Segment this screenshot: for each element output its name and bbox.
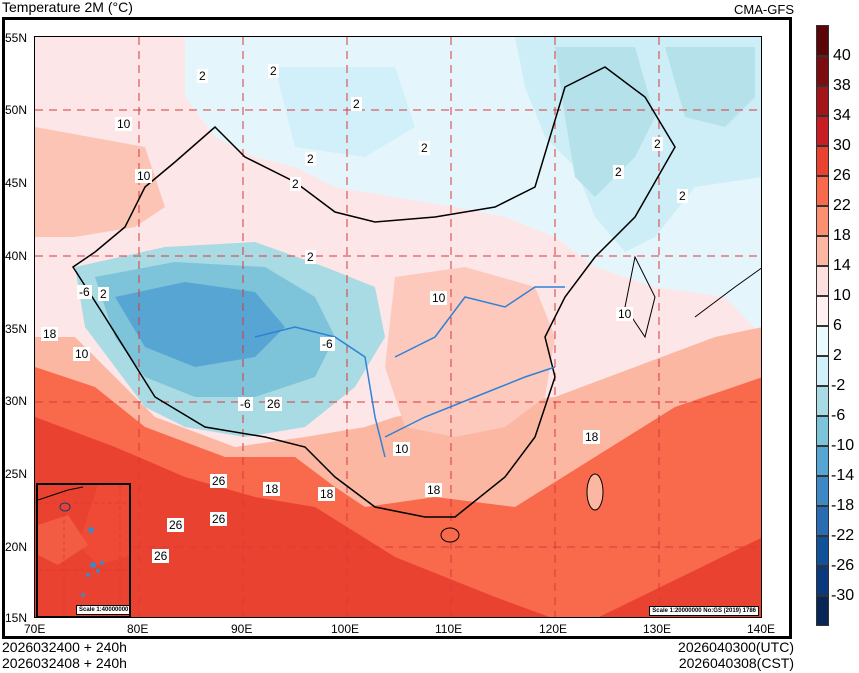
colorbar-segment bbox=[816, 386, 829, 416]
contour-label: 2 bbox=[197, 69, 208, 83]
inset-map: Scale 1:40000000 bbox=[36, 483, 131, 618]
colorbar-segment bbox=[816, 116, 829, 146]
scale-inset: Scale 1:40000000 bbox=[76, 605, 129, 615]
contour-label: 26 bbox=[265, 397, 283, 411]
colorbar-segment bbox=[816, 356, 829, 386]
contour-label: 18 bbox=[583, 430, 601, 444]
contour-label: 26 bbox=[210, 512, 228, 526]
colorbar-segment bbox=[816, 596, 829, 626]
colorbar-label: 22 bbox=[833, 197, 851, 214]
colorbar-segment bbox=[816, 476, 829, 506]
colorbar-segment bbox=[816, 56, 829, 86]
lat-label: 25N bbox=[5, 467, 28, 481]
contour-label: 2 bbox=[351, 97, 362, 111]
colorbar-label: -30 bbox=[831, 587, 855, 604]
init-time-cst: 2026032408 + 240h bbox=[2, 655, 127, 671]
contour-label: 10 bbox=[135, 169, 153, 183]
colorbar-label: 6 bbox=[833, 317, 842, 334]
lat-label: 35N bbox=[5, 322, 28, 336]
lat-label: 40N bbox=[5, 249, 28, 263]
colorbar-segment bbox=[816, 176, 829, 206]
colorbar-label: 34 bbox=[833, 107, 851, 124]
valid-time-cst: 2026040308(CST) bbox=[678, 655, 794, 671]
colorbar-segment bbox=[816, 236, 829, 266]
colorbar-segment bbox=[816, 146, 829, 176]
contour-label: 10 bbox=[616, 307, 634, 321]
contour-label: 2 bbox=[290, 177, 301, 191]
lat-label: 45N bbox=[5, 176, 28, 190]
contour-label: 2 bbox=[677, 189, 688, 203]
contour-label: 2 bbox=[613, 165, 624, 179]
colorbar-segment bbox=[816, 25, 829, 56]
inset-shading bbox=[38, 485, 129, 616]
model-name: CMA-GFS bbox=[734, 2, 794, 17]
colorbar-segment bbox=[816, 266, 829, 296]
contour-label: 2 bbox=[268, 64, 279, 78]
lat-label: 15N bbox=[5, 611, 28, 625]
lat-label: 55N bbox=[5, 31, 28, 45]
scale-main: Scale 1:20000000 No:GS (2019) 1786 bbox=[649, 606, 759, 616]
lon-label: 90E bbox=[231, 622, 253, 636]
colorbar-segment bbox=[816, 446, 829, 476]
colorbar-segment bbox=[816, 416, 829, 446]
lat-label: 30N bbox=[5, 394, 28, 408]
lat-label: 20N bbox=[5, 540, 28, 554]
lon-label: 120E bbox=[539, 622, 568, 636]
colorbar-label: -6 bbox=[831, 407, 846, 424]
contour-label: 18 bbox=[318, 487, 336, 501]
colorbar-segment bbox=[816, 206, 829, 236]
colorbar-label: 14 bbox=[833, 257, 851, 274]
contour-label: 18 bbox=[263, 482, 281, 496]
colorbar-label: 38 bbox=[833, 77, 851, 94]
contour-label: 18 bbox=[41, 327, 59, 341]
lat-label: 50N bbox=[5, 103, 28, 117]
lon-label: 110E bbox=[435, 622, 463, 636]
lon-label: 80E bbox=[127, 622, 149, 636]
temperature-map: 2 2 2 2 2 2 2 2 2 2 10 10 10 10 10 10 -6… bbox=[34, 36, 762, 618]
lon-label: 70E bbox=[24, 622, 46, 636]
colorbar-label: 40 bbox=[833, 47, 851, 64]
contour-label: 2 bbox=[419, 141, 430, 155]
contour-label: -6 bbox=[238, 397, 253, 411]
colorbar-segment bbox=[816, 566, 829, 596]
colorbar-segment bbox=[816, 326, 829, 356]
valid-time-utc: 2026040300(UTC) bbox=[678, 639, 794, 655]
contour-label: 10 bbox=[115, 117, 133, 131]
contour-label: 10 bbox=[393, 442, 411, 456]
contour-label: 2 bbox=[652, 137, 663, 151]
colorbar-label: -10 bbox=[831, 437, 855, 454]
colorbar-label: 2 bbox=[833, 347, 842, 364]
colorbar-label: 10 bbox=[833, 287, 851, 304]
colorbar-label: 30 bbox=[833, 137, 851, 154]
colorbar-segment bbox=[816, 86, 829, 116]
colorbar-label: -26 bbox=[831, 557, 855, 574]
colorbar-label: -18 bbox=[831, 497, 855, 514]
colorbar-label: 18 bbox=[833, 227, 851, 244]
contour-label: 26 bbox=[210, 474, 228, 488]
colorbar-label: -14 bbox=[831, 467, 855, 484]
lon-label: 130E bbox=[643, 622, 672, 636]
colorbar-label: -22 bbox=[831, 527, 855, 544]
chart-title: Temperature 2M (°C) bbox=[2, 0, 133, 15]
contour-label: 2 bbox=[305, 152, 316, 166]
colorbar-segment bbox=[816, 536, 829, 566]
colorbar-segment bbox=[816, 296, 829, 326]
contour-label: 2 bbox=[98, 287, 109, 301]
colorbar bbox=[816, 25, 829, 626]
init-time-utc: 2026032400 + 240h bbox=[2, 639, 127, 655]
contour-label: 26 bbox=[152, 549, 170, 563]
contour-label: -6 bbox=[320, 337, 335, 351]
colorbar-segment bbox=[816, 506, 829, 536]
contour-label: 10 bbox=[430, 291, 448, 305]
lon-label: 100E bbox=[331, 622, 360, 636]
contour-label: -6 bbox=[77, 285, 92, 299]
contour-label: 2 bbox=[305, 250, 316, 264]
map-shading bbox=[35, 37, 761, 617]
colorbar-label: -2 bbox=[831, 377, 846, 394]
contour-label: 18 bbox=[425, 483, 443, 497]
colorbar-label: 26 bbox=[833, 167, 851, 184]
contour-label: 26 bbox=[167, 518, 185, 532]
contour-label: 10 bbox=[73, 347, 91, 361]
lon-label: 140E bbox=[747, 622, 776, 636]
